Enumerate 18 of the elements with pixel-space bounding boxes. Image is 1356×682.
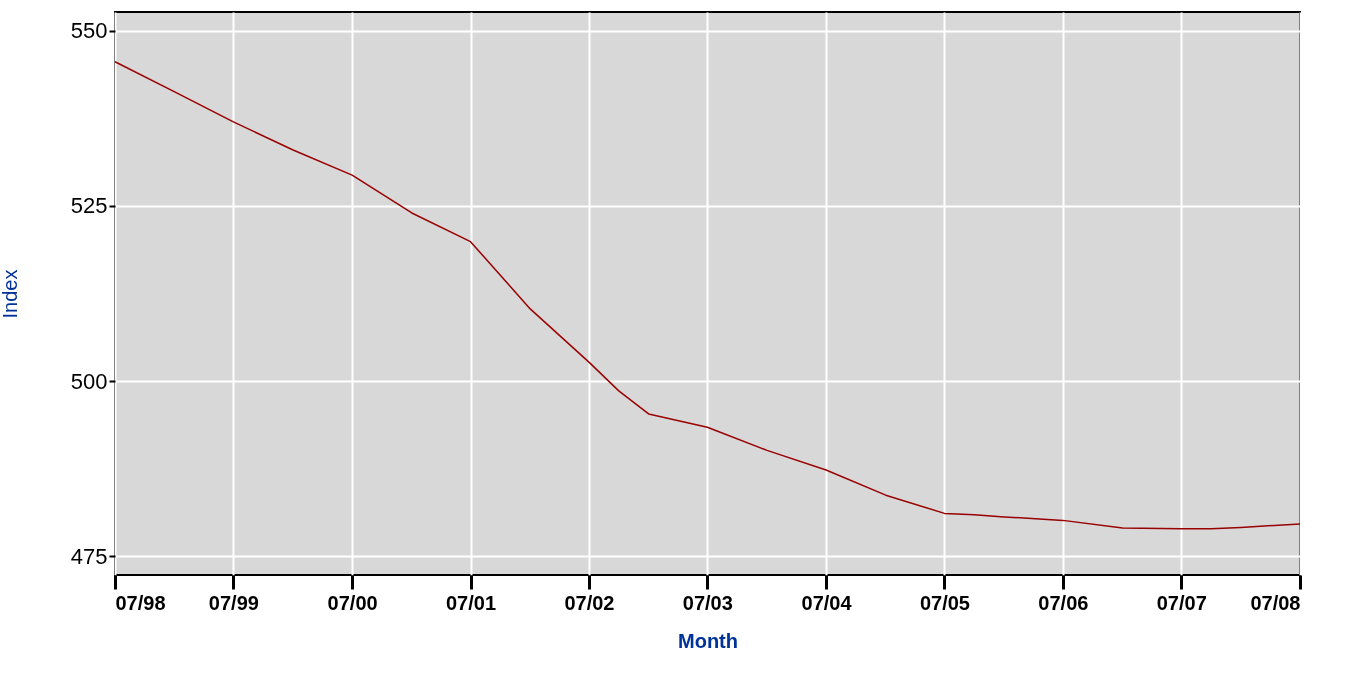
line-series	[114, 60, 1301, 530]
x-tick-label: 07/98	[115, 591, 166, 614]
x-tick-label: 07/00	[327, 591, 378, 614]
x-tick-label: 07/08	[1250, 591, 1301, 614]
x-tick-label: 07/07	[1156, 591, 1207, 614]
x-tick-label: 07/05	[919, 591, 970, 614]
x-tick-label: 07/03	[682, 591, 733, 614]
y-tick-label: 525	[70, 193, 108, 219]
y-tick-label: 500	[70, 368, 108, 394]
y-tick-label: 475	[70, 543, 108, 569]
y-axis-title: Index	[0, 269, 21, 319]
x-tick-label: 07/01	[446, 591, 497, 614]
x-tick-label: 07/06	[1038, 591, 1089, 614]
x-tick-label: 07/04	[801, 591, 853, 614]
y-tick-label: 550	[70, 18, 108, 44]
x-axis-title: Month	[678, 629, 738, 652]
x-tick-label: 07/99	[208, 591, 259, 614]
x-tick-label: 07/02	[564, 591, 615, 614]
